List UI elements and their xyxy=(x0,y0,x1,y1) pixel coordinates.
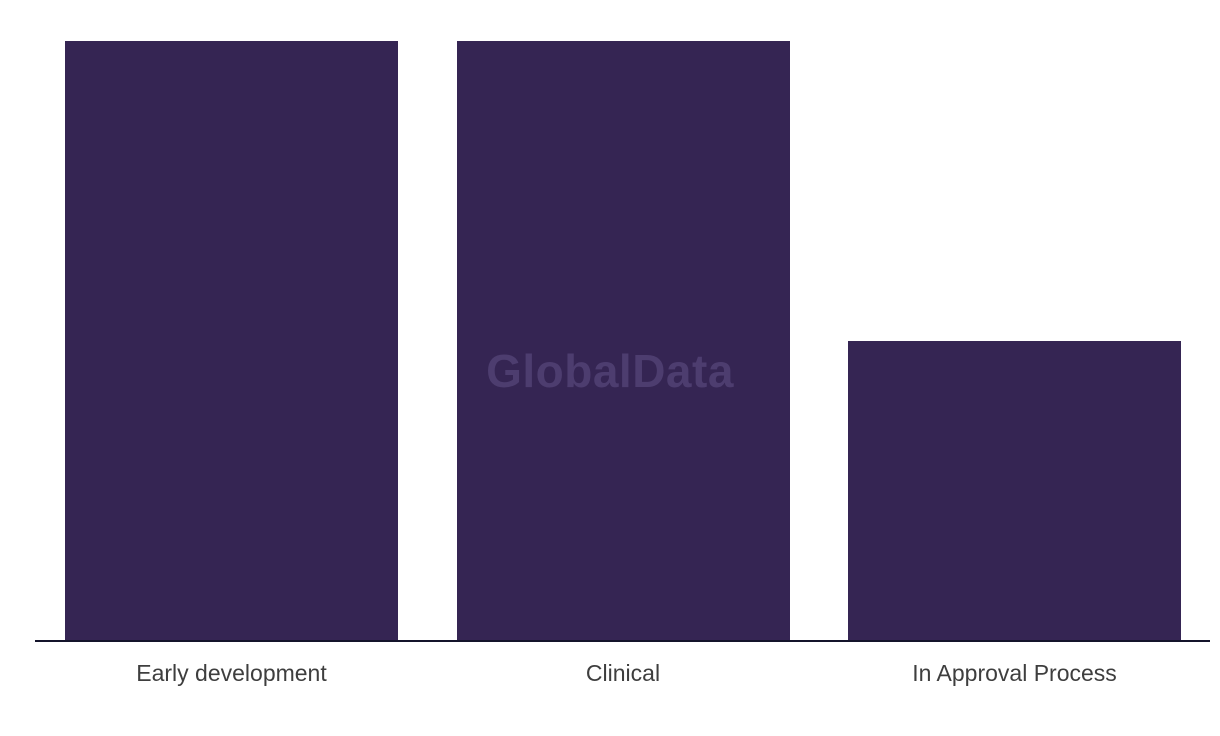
x-label-early-development: Early development xyxy=(136,660,327,686)
x-label-in-approval-process: In Approval Process xyxy=(912,660,1117,686)
bar-clinical xyxy=(456,41,790,640)
globaldata-watermark: GlobalData xyxy=(486,345,734,397)
bar-early-development xyxy=(65,41,398,640)
x-axis-labels: Early development Clinical In Approval P… xyxy=(35,658,1210,688)
bar-in-approval-process xyxy=(848,340,1181,640)
x-axis-line xyxy=(35,640,1210,642)
plot-area xyxy=(35,41,1210,640)
x-label-clinical: Clinical xyxy=(585,660,661,686)
